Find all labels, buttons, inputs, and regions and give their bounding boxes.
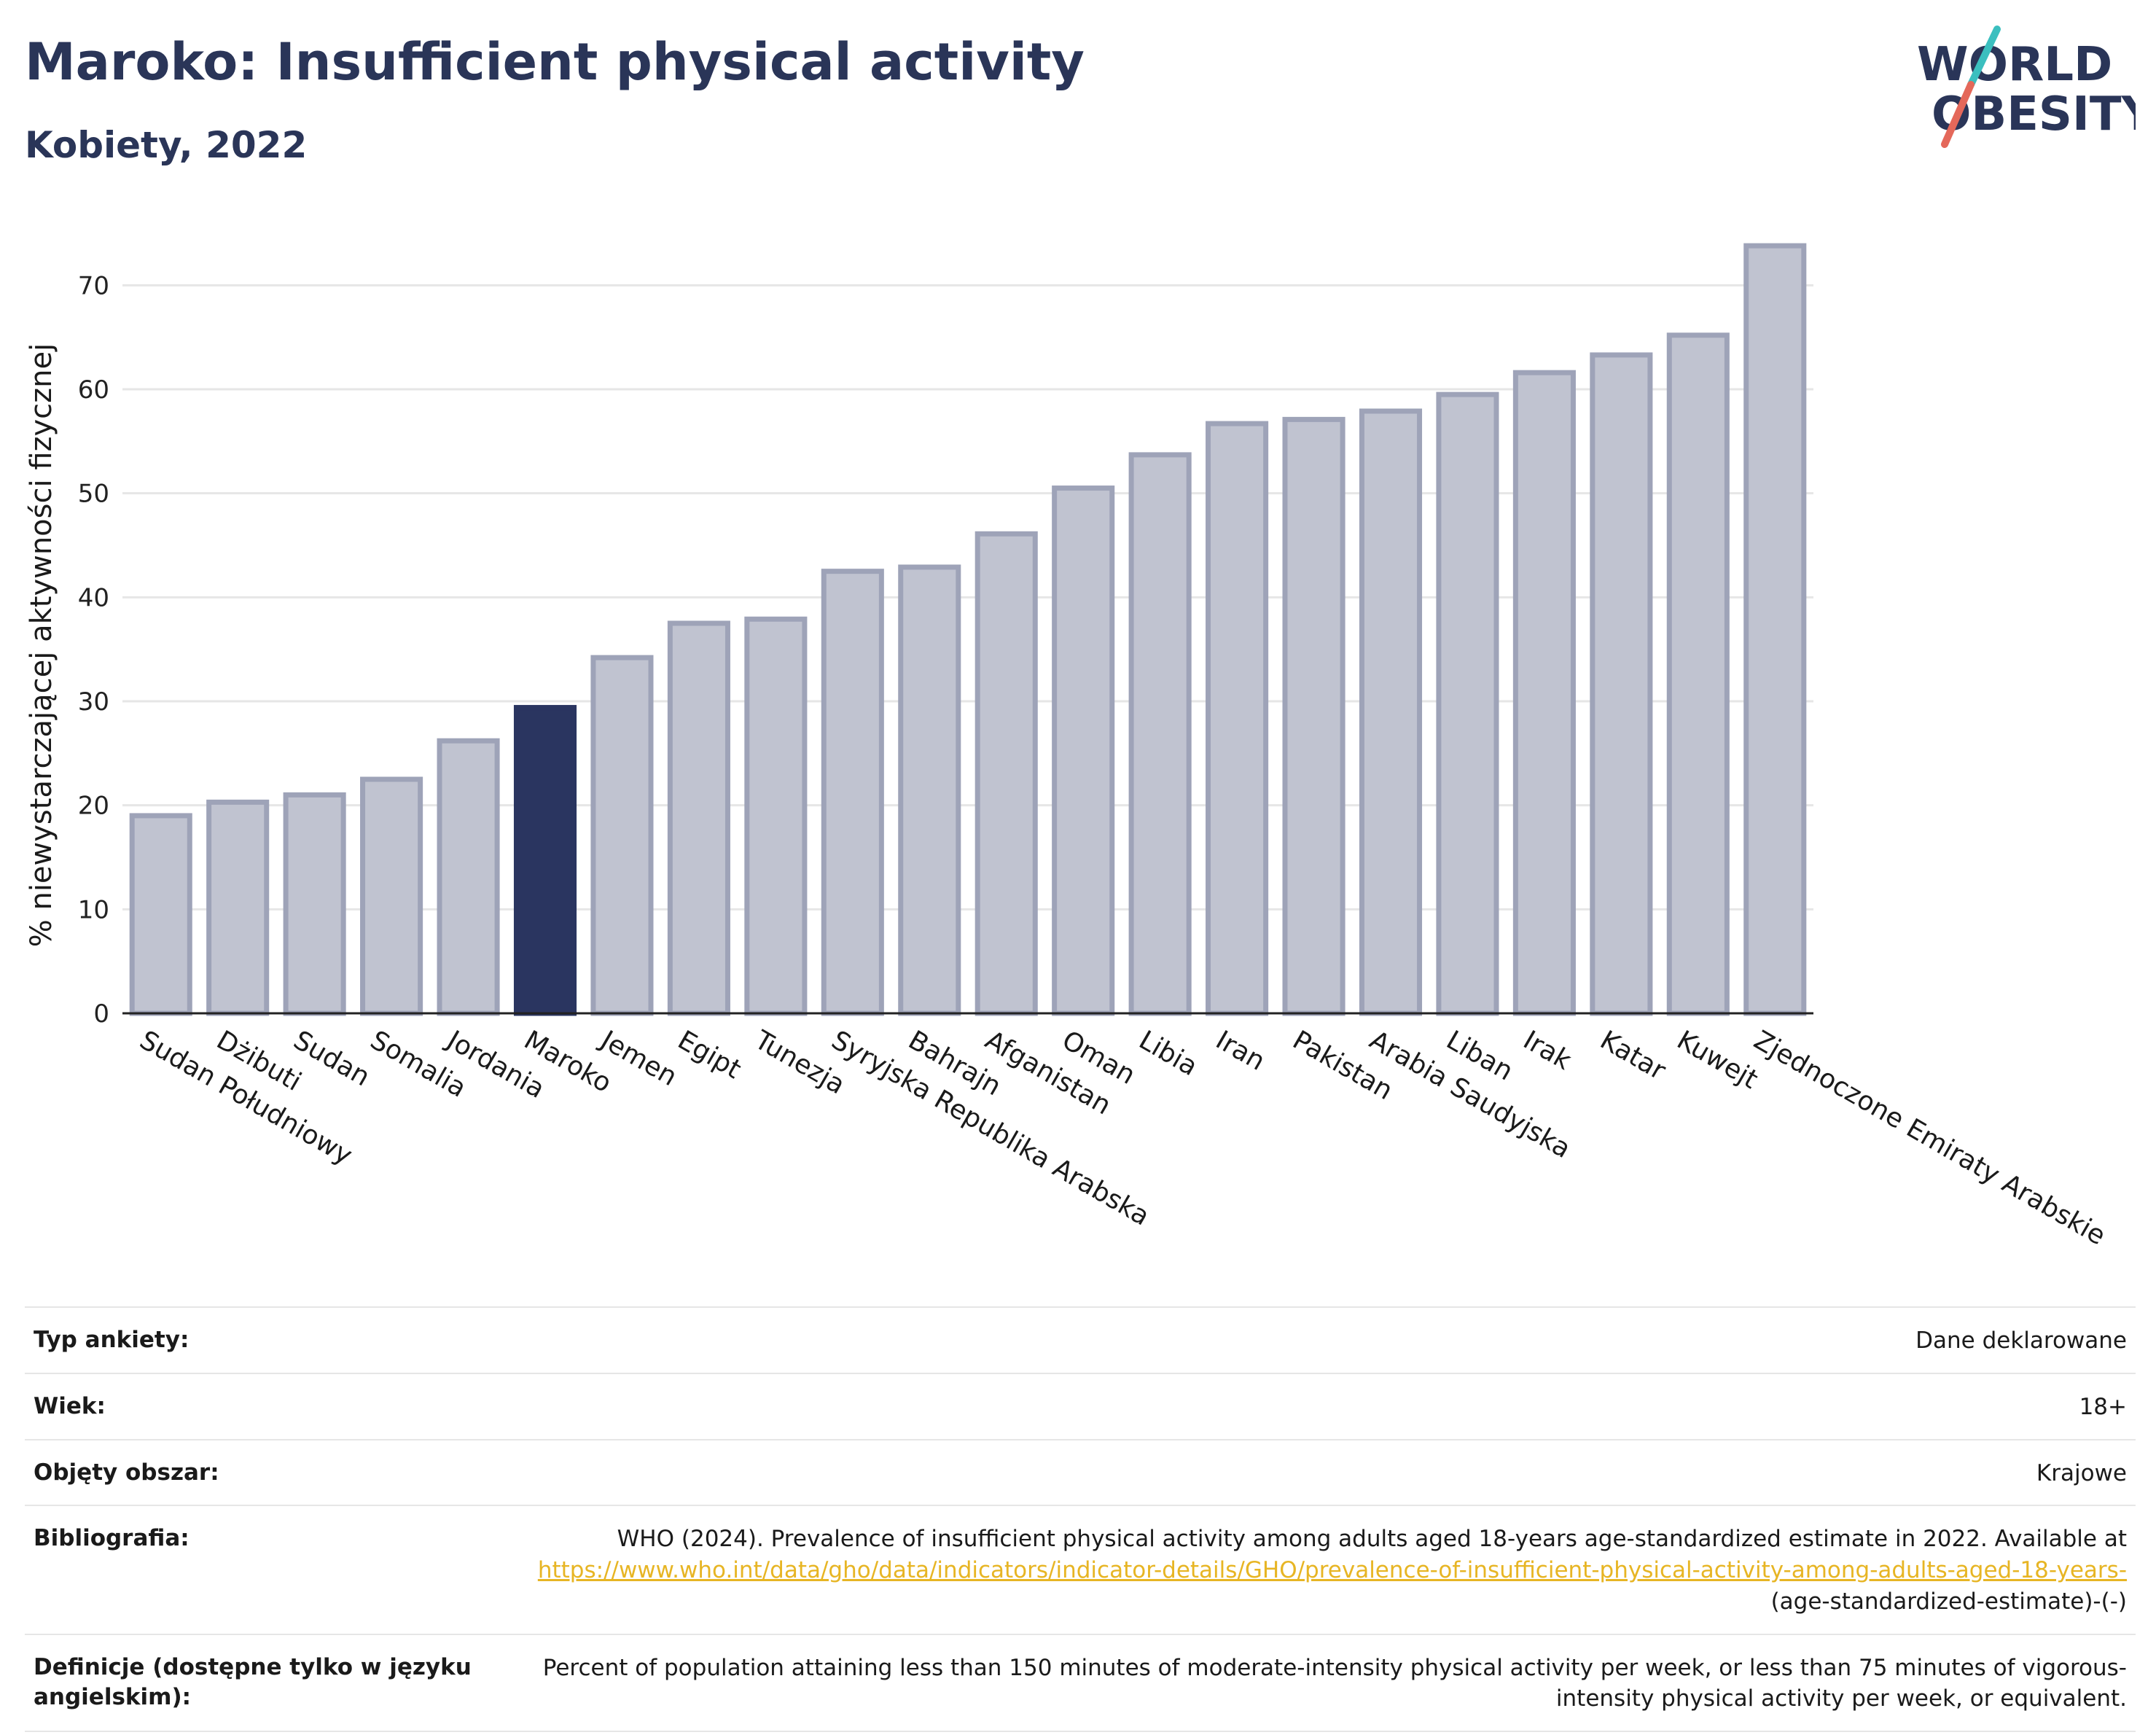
bars <box>129 243 1807 1016</box>
logo-slash-teal <box>1967 26 2001 88</box>
meta-label: Bibliografia: <box>34 1525 190 1552</box>
bar <box>206 799 270 1016</box>
bibliography-text: WHO (2024). Prevalence of insufficient p… <box>617 1526 2127 1553</box>
bibliography-suffix: (age-standardized-estimate)-(-) <box>1770 1588 2127 1615</box>
x-category-label: Sudan <box>289 1025 375 1092</box>
x-category-label: Libia <box>1134 1025 1203 1082</box>
bar <box>1206 421 1269 1016</box>
meta-value: Krajowe <box>2036 1459 2127 1486</box>
bar <box>898 564 961 1016</box>
meta-value: Dane deklarowane <box>1915 1327 2127 1354</box>
meta-label: Objęty obszar: <box>34 1459 219 1486</box>
logo-text-world: WORLD <box>1917 38 2112 92</box>
meta-row-definitions: Definicje (dostępne tylko w języku angie… <box>25 1633 2136 1733</box>
y-tick-label: 70 <box>78 271 109 300</box>
bar <box>1590 352 1653 1016</box>
y-axis-title: % niewystarczającej aktywności fizycznej <box>25 343 58 948</box>
meta-row-age: Wiek: 18+ <box>25 1372 2136 1439</box>
x-category-label: Iran <box>1211 1025 1270 1077</box>
logo-graphic: WORLD OBESITY <box>1917 26 2155 148</box>
bar <box>1359 408 1423 1016</box>
bar <box>590 655 654 1016</box>
bar-chart: 0 10 20 30 40 50 60 70 Sudan PołudniowyDżibutiS… <box>25 243 2111 1251</box>
meta-row-bibliography: Bibliografia: WHO (2024). Prevalence of … <box>25 1505 2136 1633</box>
bar <box>1743 243 1807 1016</box>
bar <box>821 569 884 1016</box>
x-category-label: Katar <box>1595 1025 1671 1086</box>
y-tick-label: 60 <box>78 375 109 405</box>
bar <box>437 738 500 1016</box>
bar <box>129 813 192 1016</box>
meta-value: 18+ <box>2079 1393 2127 1420</box>
x-category-label: Egipt <box>673 1025 746 1085</box>
bar <box>283 792 346 1016</box>
x-category-label: Irak <box>1518 1025 1577 1076</box>
x-category-label: Kuwejt <box>1672 1025 1763 1095</box>
bar <box>360 776 423 1016</box>
bar <box>1052 486 1115 1016</box>
bar <box>975 531 1038 1016</box>
x-axis-labels: Sudan PołudniowyDżibutiSudanSomaliaJorda… <box>135 1024 2111 1251</box>
meta-label: Wiek: <box>34 1392 106 1419</box>
bar <box>1436 391 1499 1016</box>
y-tick-label: 10 <box>78 895 109 924</box>
bar <box>1282 416 1345 1016</box>
page-title: Maroko: Insufficient physical activity <box>25 32 1085 92</box>
meta-value: Percent of population attaining less tha… <box>542 1654 2127 1712</box>
world-obesity-logo: WORLD OBESITY <box>1895 22 2155 153</box>
bar <box>667 620 730 1016</box>
y-tick-label: 20 <box>78 792 109 821</box>
bar <box>1512 370 1576 1016</box>
y-tick-label: 40 <box>78 583 109 612</box>
bar <box>744 616 808 1016</box>
meta-label: Typ ankiety: <box>34 1327 190 1353</box>
page-subtitle: Kobiety, 2022 <box>25 124 308 166</box>
meta-row-coverage: Objęty obszar: Krajowe <box>25 1438 2136 1505</box>
bar <box>1666 332 1730 1016</box>
y-tick-label: 50 <box>78 480 109 509</box>
bar-highlighted <box>513 705 577 1016</box>
meta-label: Definicje (dostępne tylko w języku angie… <box>34 1653 472 1711</box>
bibliography-link[interactable]: https://www.who.int/data/gho/data/indica… <box>537 1557 2127 1584</box>
meta-row-survey-type: Typ ankiety: Dane deklarowane <box>25 1306 2136 1373</box>
bar <box>1128 452 1192 1016</box>
metadata-table: Typ ankiety: Dane deklarowane Wiek: 18+ … <box>25 1306 2136 1733</box>
meta-value: WHO (2024). Prevalence of insufficient p… <box>500 1524 2127 1617</box>
y-tick-label: 0 <box>93 999 109 1029</box>
logo-slash-coral <box>1941 81 1975 148</box>
y-tick-label: 30 <box>78 687 109 717</box>
y-axis-ticks: 0 10 20 30 40 50 60 70 <box>78 271 109 1029</box>
x-category-label: Zjednoczone Emiraty Arabskie <box>1749 1025 2110 1251</box>
